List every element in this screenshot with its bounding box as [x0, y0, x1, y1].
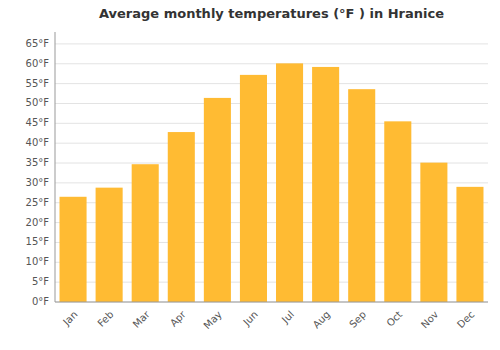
- y-tick-label: 0°F: [32, 296, 49, 307]
- grid-line: [55, 302, 488, 303]
- y-tick-label: 55°F: [26, 78, 50, 89]
- y-axis-line: [55, 32, 56, 302]
- grid-line: [55, 63, 488, 64]
- y-tick-label: 35°F: [26, 157, 50, 168]
- y-tick-label: 5°F: [32, 276, 49, 287]
- x-tick-label: Oct: [384, 309, 404, 329]
- bar: [384, 121, 411, 302]
- y-ticks: 0°F 5°F 10°F 15°F 20°F 25°F 30°F 35°F 40°F 45°F 50…: [26, 38, 50, 307]
- grid-line: [55, 43, 488, 44]
- x-tick-label: Dec: [455, 309, 476, 330]
- y-tick-label: 25°F: [26, 197, 50, 208]
- x-axis-line: [55, 302, 488, 303]
- grid-line: [55, 143, 488, 144]
- bar: [96, 188, 123, 302]
- grid-line: [55, 123, 488, 124]
- grid-line: [55, 103, 488, 104]
- x-tick-label: Nov: [419, 309, 441, 331]
- bar: [420, 163, 447, 302]
- grid-line: [55, 83, 488, 84]
- y-tick-label: 20°F: [26, 217, 50, 228]
- y-tick-label: 40°F: [26, 137, 50, 148]
- bar: [60, 197, 87, 302]
- x-tick-label: Apr: [168, 308, 189, 329]
- y-tick-label: 60°F: [26, 58, 50, 69]
- bar: [132, 164, 159, 302]
- x-ticks: Jan Feb Mar Apr May Jun Jul Aug Sep Oct Nov Dec: [60, 308, 476, 331]
- bars: [60, 63, 484, 302]
- bar: [276, 63, 303, 302]
- y-tick-label: 30°F: [26, 177, 50, 188]
- bar: [204, 98, 231, 302]
- chart-container: 0°F 5°F 10°F 15°F 20°F 25°F 30°F 35°F 40°F 45°F 50…: [0, 0, 500, 350]
- y-tick-label: 65°F: [26, 38, 50, 49]
- chart-title: Average monthly temperatures (°F ) in Hr…: [99, 6, 444, 21]
- y-tick-label: 15°F: [26, 236, 50, 247]
- bar: [168, 132, 195, 302]
- bar: [348, 89, 375, 302]
- y-tick-label: 10°F: [26, 256, 50, 267]
- x-tick-label: Jun: [240, 309, 260, 329]
- x-tick-label: Sep: [347, 309, 368, 330]
- y-tick-label: 50°F: [26, 97, 50, 108]
- bar: [456, 187, 483, 302]
- chart-svg: 0°F 5°F 10°F 15°F 20°F 25°F 30°F 35°F 40°F 45°F 50…: [0, 0, 500, 350]
- x-tick-label: Aug: [311, 309, 333, 331]
- grid: [55, 44, 488, 302]
- x-tick-label: Feb: [95, 309, 115, 329]
- bar: [240, 75, 267, 302]
- x-tick-label: May: [201, 309, 223, 331]
- x-tick-label: Mar: [131, 308, 153, 330]
- y-tick-label: 45°F: [26, 117, 50, 128]
- x-tick-label: Jan: [60, 309, 79, 328]
- x-tick-label: Jul: [279, 309, 296, 326]
- bar: [312, 67, 339, 302]
